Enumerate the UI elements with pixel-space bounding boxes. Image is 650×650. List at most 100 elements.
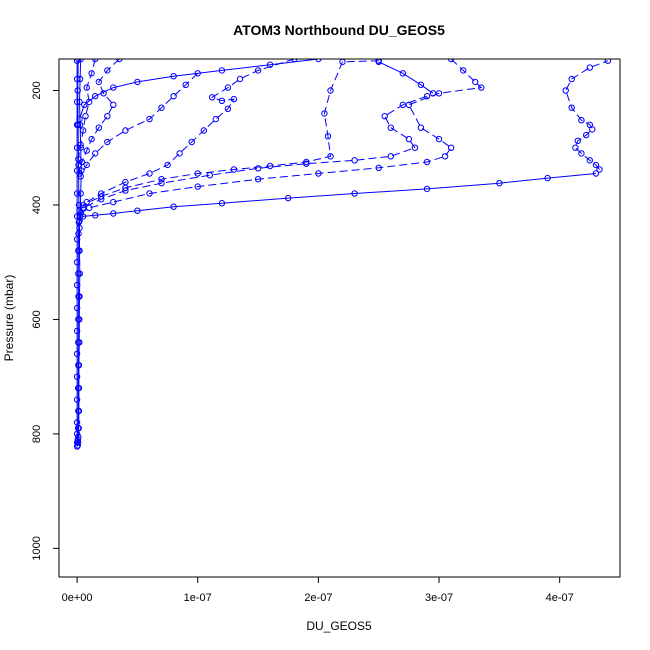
data-point [95,124,103,131]
series-5 [76,59,322,123]
series-6 [375,59,437,97]
data-point [74,442,82,449]
data-point [194,170,201,177]
data-point [399,101,406,109]
data-point [75,201,83,209]
data-point [134,207,141,214]
y-axis: 200 400 600 800 1000 [31,81,59,561]
data-point [321,110,328,117]
data-point [73,439,81,446]
data-point [592,161,600,169]
data-point [578,150,585,157]
data-point [92,93,99,100]
data-point [116,59,123,63]
data-point [315,170,322,177]
data-point [122,127,129,134]
data-point [496,180,503,187]
data-point [104,67,111,74]
data-point [578,117,585,124]
data-point [405,135,413,143]
data-point [164,161,171,169]
data-point [73,327,81,335]
data-point [73,259,81,266]
data-point [77,190,84,197]
data-point [110,210,117,217]
data-point [574,137,581,145]
data-point [86,98,93,106]
data-point [83,161,90,169]
x-tick-label: 2e-07 [304,592,332,604]
data-point [158,180,165,187]
data-point [375,164,382,172]
data-point [303,158,310,166]
data-point [586,121,593,129]
data-point [472,78,479,86]
data-point [387,124,394,131]
data-point [218,97,226,105]
data-point [399,70,406,77]
data-point [170,203,177,210]
data-point [230,95,238,103]
data-point [134,78,141,86]
data-point [254,67,262,74]
data-point [74,87,81,94]
series-line [565,60,609,170]
data-point [92,59,99,63]
data-point [88,70,95,77]
series-line [79,59,120,174]
data-point [158,176,165,183]
series-line [79,59,295,212]
data-point [170,73,177,80]
data-point [568,75,575,83]
series-10 [75,59,99,163]
data-point [73,167,81,174]
data-point [77,144,84,151]
data-point [435,135,443,143]
y-tick-label: 800 [31,425,43,443]
data-point [73,98,81,106]
x-tick-label: 1e-07 [184,592,212,604]
data-point [75,384,83,392]
data-point [95,78,103,86]
data-point [411,144,419,151]
data-point [417,124,425,131]
data-point [583,131,590,139]
data-point [75,59,82,63]
data-point [83,84,90,91]
chart-title: ATOM3 Northbound DU_GEOS5 [233,22,445,38]
series-line [82,95,428,209]
x-axis-label: DU_GEOS5 [306,619,372,633]
data-point [285,194,292,202]
data-point [351,190,358,197]
data-point [146,190,153,197]
data-point [586,64,593,71]
data-point [423,185,431,193]
data-point [266,61,274,68]
data-point [75,362,83,369]
data-point [75,407,83,415]
data-point [254,176,262,183]
data-point [82,113,89,120]
data-point [381,113,388,120]
data-point [73,419,81,426]
y-tick-label: 600 [31,310,43,328]
y-tick-label: 1000 [31,536,43,560]
data-point [568,104,575,111]
data-point [351,157,358,164]
data-point [435,90,443,97]
data-point [447,59,455,63]
series-8 [77,70,201,180]
data-point [73,304,81,312]
plot-frame [58,58,621,578]
data-point [387,153,394,160]
data-point [73,190,81,197]
data-point [417,81,425,89]
data-point [218,67,226,74]
data-point [73,443,81,450]
series-3 [79,93,431,212]
data-point [182,81,189,89]
data-point [73,121,81,129]
data-point [73,59,81,64]
data-point [596,166,603,173]
data-point [104,113,111,120]
